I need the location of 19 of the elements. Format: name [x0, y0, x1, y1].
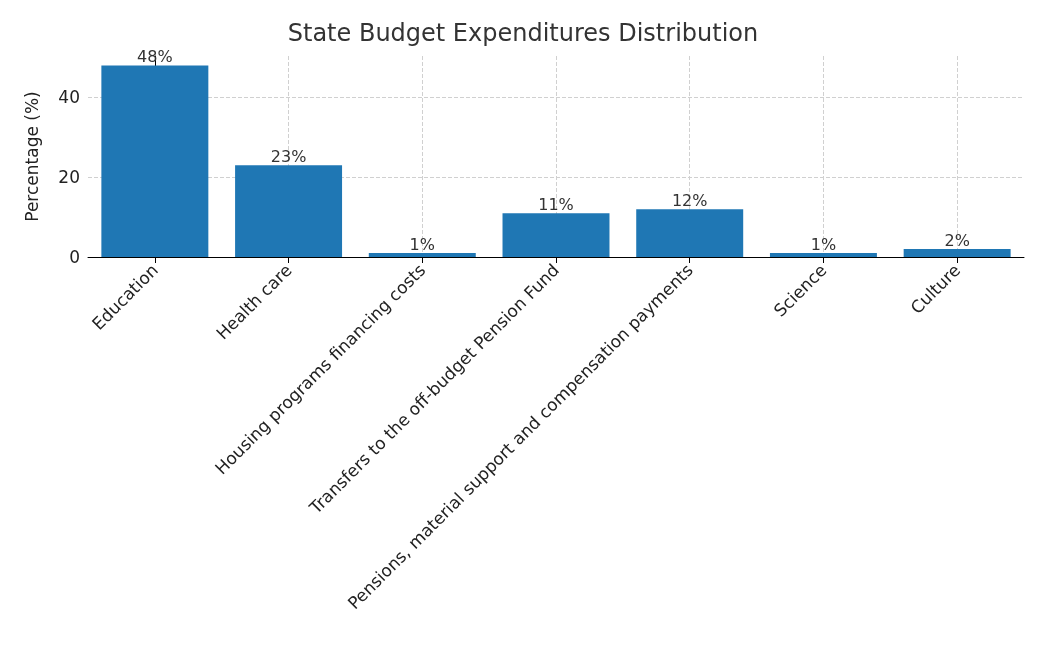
bar — [101, 65, 209, 257]
bar — [235, 165, 343, 257]
bar — [903, 249, 1011, 257]
data-label: 48% — [137, 47, 173, 67]
bar — [636, 209, 744, 257]
data-label: 1% — [810, 234, 837, 254]
data-label: 12% — [671, 190, 708, 210]
bar — [502, 213, 610, 257]
data-label: 1% — [409, 234, 435, 254]
data-label: 2% — [944, 230, 970, 250]
y-axis-title: Percentage (%) — [21, 91, 42, 222]
bar — [368, 253, 476, 257]
y-tick-label: 20 — [58, 167, 80, 188]
data-label: 23% — [270, 146, 307, 166]
y-tick-label: 40 — [58, 87, 80, 108]
bar — [769, 253, 877, 257]
data-label: 11% — [538, 194, 574, 214]
y-tick-label: 0 — [69, 247, 80, 267]
chart-title: State Budget Expenditures Distribution — [287, 19, 759, 47]
